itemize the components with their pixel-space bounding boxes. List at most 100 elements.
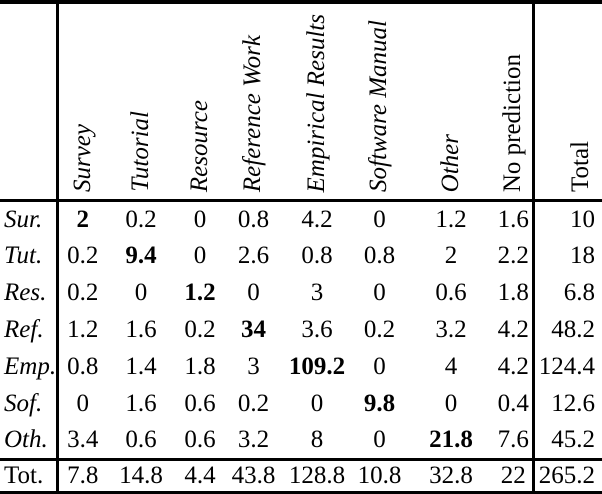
table-cell: 8 (282, 422, 352, 461)
table-cell: 0.6 (107, 422, 175, 461)
table-row-sof: Sof. 0 1.6 0.6 0.2 0 9.8 0 0.4 12.6 (0, 385, 602, 423)
table-cell: 1.2 (184, 279, 216, 306)
table-row-ref: Ref. 1.2 1.6 0.2 34 3.6 0.2 3.2 4.2 48.2 (0, 311, 602, 349)
table-cell: 1.2 (435, 205, 467, 233)
corner-cell (0, 2, 59, 202)
col-header-no-prediction-label: No prediction (499, 53, 527, 192)
table-cell: 0 (352, 422, 407, 461)
row-total-cell: 18 (531, 237, 602, 275)
table-row-oth: Oth. 3.4 0.6 0.6 3.2 8 0 21.8 7.6 45.2 (0, 422, 602, 461)
table-cell: 0.2 (363, 316, 396, 343)
col-header-tutorial-label: Tutorial (126, 111, 154, 192)
table-cell: 14.8 (119, 461, 163, 489)
table-cell: 4 (444, 353, 458, 380)
table-cell: 0.6 (435, 279, 467, 306)
table-cell: 0 (444, 390, 458, 417)
table-cell: 109.2 (288, 353, 346, 380)
col-header-other-label: Other (436, 133, 464, 192)
table-cell: 0.6 (184, 390, 216, 417)
col-header-empirical-results-label: Empirical Results (302, 13, 330, 192)
table-cell: 0.2 (184, 316, 216, 343)
table-cell: 4.2 (301, 205, 333, 233)
table-cell: 0 (373, 353, 386, 380)
table-cell: 1.6 (125, 316, 157, 343)
col-header-reference-work: Reference Work (225, 2, 282, 202)
col-header-tutorial: Tutorial (107, 2, 175, 202)
table-cell: 0.6 (175, 422, 225, 461)
table-cell: 0.8 (301, 242, 333, 269)
table-cell: 2 (444, 242, 458, 269)
table-cell: 7.6 (495, 422, 533, 461)
grand-total-cell: 265.2 (531, 459, 602, 493)
table-cell: 9.4 (125, 242, 157, 269)
table-cell: 1.6 (125, 390, 157, 417)
row-total-cell: 12.6 (531, 385, 602, 423)
table-cell: 0.2 (67, 242, 99, 269)
table-cell: 43.8 (231, 461, 276, 489)
row-label-tut: Tut. (0, 237, 59, 275)
table-cell: 3.6 (301, 316, 333, 343)
table-row-tot: Tot. 7.8 14.8 4.4 43.8 128.8 10.8 32.8 2… (0, 459, 602, 493)
col-header-resource: Resource (175, 2, 225, 202)
table-cell: 3 (310, 279, 324, 306)
row-total-cell: 48.2 (531, 311, 602, 349)
row-label-ref: Ref. (0, 311, 59, 349)
col-header-total: Total (531, 2, 602, 202)
table-cell: 0 (76, 390, 90, 417)
table-cell: 1.8 (497, 279, 529, 306)
table-cell: 0.8 (67, 353, 99, 380)
table-cell: 2 (76, 205, 90, 233)
col-header-no-prediction: No prediction (495, 2, 533, 202)
table-cell: 7.8 (67, 461, 99, 489)
table-cell: 22 (500, 461, 526, 489)
row-total-cell: 6.8 (531, 274, 602, 312)
col-header-resource-label: Resource (185, 99, 213, 192)
col-header-empirical-results: Empirical Results (282, 2, 352, 202)
col-header-survey: Survey (57, 2, 107, 202)
table-cell: 1.2 (67, 316, 99, 343)
row-total-cell: 45.2 (531, 422, 602, 461)
row-label-oth: Oth. (0, 422, 59, 461)
table-cell: 3.2 (435, 316, 467, 343)
table-cell: 2.6 (237, 242, 270, 269)
table-cell: 0 (193, 205, 207, 233)
row-label-emp: Emp. (0, 348, 59, 386)
header-row: Survey Tutorial Resource Reference Work … (0, 2, 602, 202)
table-cell: 0 (373, 279, 386, 306)
row-label-tot: Tot. (0, 459, 59, 493)
col-header-software-manual-label: Software Manual (365, 20, 393, 192)
table-cell: 0.2 (67, 279, 99, 306)
row-label-res: Res. (0, 274, 59, 312)
row-total-cell: 124.4 (531, 348, 602, 386)
table-cell: 34 (241, 316, 266, 343)
table-cell: 0.2 (237, 390, 270, 417)
table-cell: 9.8 (363, 390, 396, 417)
table-cell: 3.2 (225, 422, 282, 461)
col-header-total-label: Total (566, 140, 594, 192)
table-cell: 1.6 (497, 205, 529, 233)
table-cell: 4.4 (184, 461, 216, 489)
table-cell: 2.2 (497, 242, 529, 269)
table-cell: 0.4 (497, 390, 529, 417)
row-label-sur: Sur. (0, 200, 59, 238)
table-row-sur: Sur. 2 0.2 0 0.8 4.2 0 1.2 1.6 10 (0, 200, 602, 238)
table-cell: 0 (373, 205, 386, 233)
table-row-tut: Tut. 0.2 9.4 0 2.6 0.8 0.8 2 2.2 18 (0, 237, 602, 275)
table-row-emp: Emp. 0.8 1.4 1.8 3 109.2 0 4 4.2 124.4 (0, 348, 602, 386)
table-cell: 10.8 (357, 461, 402, 489)
table-cell: 3 (247, 353, 260, 380)
table-cell: 128.8 (288, 461, 346, 489)
col-header-other: Other (407, 2, 495, 202)
table-cell: 3.4 (57, 422, 107, 461)
table-cell: 1.4 (125, 353, 157, 380)
row-total-cell: 10 (531, 200, 602, 238)
table-cell: 4.2 (497, 353, 529, 380)
table-row-res: Res. 0.2 0 1.2 0 3 0 0.6 1.8 6.8 (0, 274, 602, 312)
table-cell: 32.8 (429, 461, 473, 489)
table-cell: 21.8 (407, 422, 495, 461)
table-cell: 0 (134, 279, 148, 306)
table-cell: 1.8 (184, 353, 216, 380)
table-cell: 0.8 (237, 205, 270, 233)
row-label-sof: Sof. (0, 385, 59, 423)
